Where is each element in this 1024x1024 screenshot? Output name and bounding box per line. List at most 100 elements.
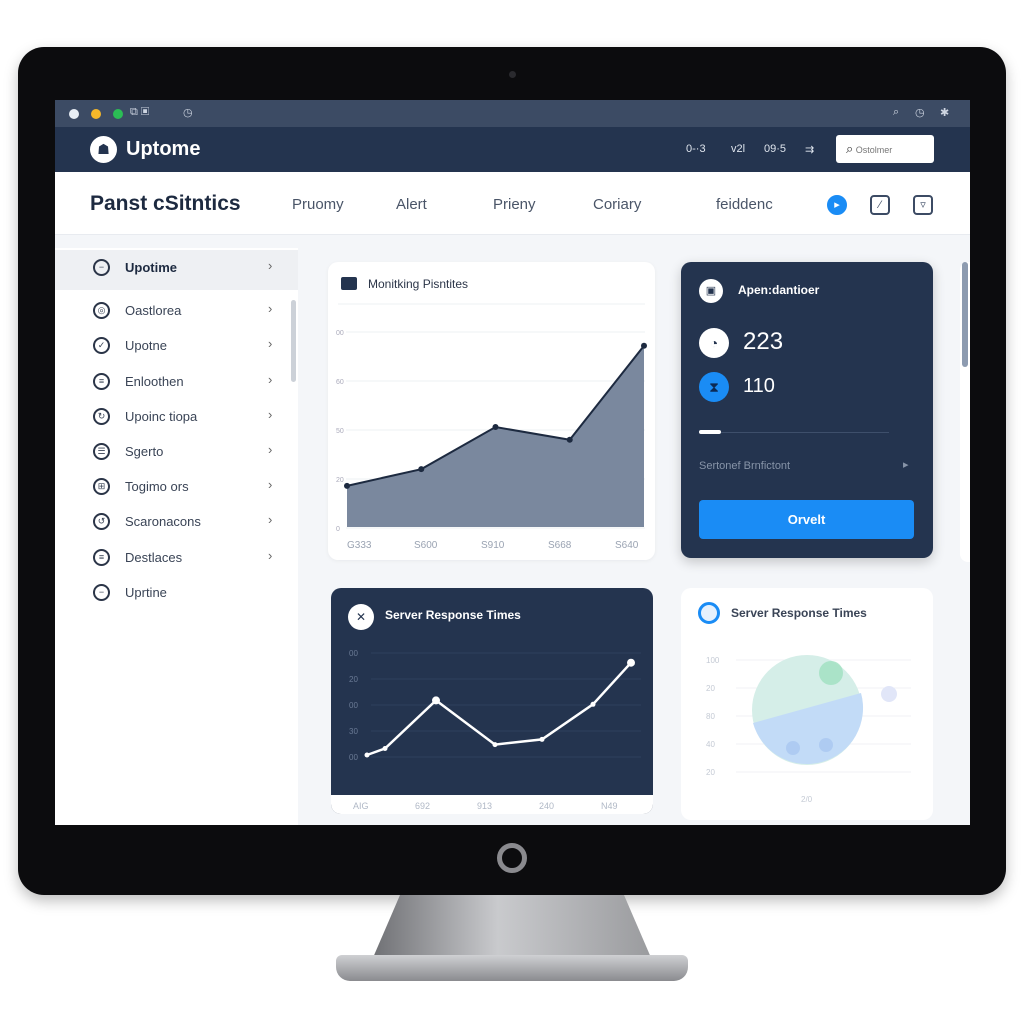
sidebar-item-label: Enloothen [125,373,184,389]
badge-icon: ✓ [93,337,110,355]
nav-bar: Panst cSitntics Pruomy Alert Prieny Cori… [55,172,970,235]
y-tick-label: 20 [336,477,344,484]
maximize-dot[interactable] [113,109,123,119]
y-tick-label: 50 [336,428,344,435]
calendar-icon: − [93,583,110,601]
chevron-right-icon: › [268,442,273,457]
y-tick-label: 30 [349,727,358,736]
page-scrollbar[interactable] [962,262,968,367]
area-fill [347,345,644,527]
refresh-icon: ↺ [93,513,110,531]
app-header: ☗ Uptome 0-·3 v2l 09·5 ⇉ ⌕ Ostolmer [55,127,970,172]
y-tick-label: 0 [336,526,340,533]
tabs-icon[interactable]: ⧉ ▣ [130,106,150,118]
search-placeholder: Ostolmer [855,145,893,155]
history-icon[interactable]: ◷ [183,107,193,119]
tab-alert[interactable]: Alert [396,196,427,213]
sidebar-item-label: Destlaces [125,549,183,565]
database-icon: ≡ [93,548,110,566]
tab-prieny[interactable]: Prieny [493,196,536,213]
chevron-right-icon: › [268,371,273,387]
x-axis-label: 2/0 [801,795,813,804]
data-point [382,746,388,751]
tab-feiddenc[interactable]: feiddenc [716,196,773,213]
response-scatter-card: Server Response Times 100 20 80 40 20 2/0 [681,588,933,820]
data-point [492,742,498,748]
sidebar-item[interactable]: ≡ Destlaces › [55,540,298,575]
stat-value-1: 223 [743,328,784,355]
sidebar-item[interactable]: − Upotime › [55,250,298,290]
bubble-segment [753,693,864,765]
close-dot[interactable] [69,109,79,119]
clock-icon: ↻ [93,407,110,425]
filter-icon[interactable]: ⇉ [805,144,815,156]
card-title: Server Response Times [731,606,867,620]
drop-icon: ◔ [699,328,729,358]
chevron-right-icon: › [268,547,273,563]
details-link[interactable]: Sertonef Brnfictont [699,460,791,472]
hourglass-icon: ⧗ [699,372,729,402]
y-tick-label: 20 [706,768,715,777]
brand-name: Uptome [126,138,201,160]
x-tick-label: 913 [477,801,492,811]
header-stat: v2l [731,143,746,155]
edit-icon[interactable]: ⁄ [870,195,890,215]
sidebar-item[interactable]: ⊞ Togimo ors › [55,469,298,504]
bubble-chart: 100 20 80 40 20 2/0 [706,655,911,804]
minimize-dot[interactable] [91,109,101,119]
power-button[interactable] [497,843,527,873]
search-icon: ⌕ [846,141,854,156]
title-bar: ⧉ ▣ ◷ ⌕ ◷ ✱ [55,100,970,127]
data-point [641,342,647,349]
data-point [364,752,370,758]
data-point [492,424,499,431]
sidebar-item[interactable]: ≡ Enloothen › [55,364,298,399]
chevron-right-icon: › [268,336,273,352]
sidebar-item-label: Togimo ors [125,479,189,495]
sidebar-scrollbar[interactable] [291,300,296,382]
grid-icon: ⊞ [93,478,110,496]
chevron-right-icon: › [268,301,273,317]
robot-icon [698,602,720,624]
document-icon: ≡ [93,372,110,390]
x-tick-label: S910 [481,540,505,551]
chevron-right-icon[interactable]: ▸ [903,459,909,471]
open-button[interactable]: Orvelt [699,500,914,539]
monitoring-chart-card: Monitking Pisntites 00 60 50 20 0 G333 S600 S91… [328,262,655,560]
data-point [539,736,545,742]
page-title: Panst cSitntics [90,192,241,215]
sidebar-item[interactable]: ↻ Upoinc tiopa › [55,399,298,434]
x-tick-label: 692 [415,801,430,811]
chevron-right-icon: › [268,258,273,273]
play-icon[interactable]: ▸ [827,195,847,215]
sidebar-item[interactable]: ◎ Oastlorea › [55,293,298,328]
sidebar-item[interactable]: − Uprtine [55,575,298,610]
sidebar-item[interactable]: ↺ Scaronacons › [55,504,298,539]
data-point [432,696,440,705]
tab-pruomy[interactable]: Pruomy [292,196,344,213]
stats-title: Apen:dantioer [738,283,820,297]
sidebar-item-label: Oastlorea [125,303,182,319]
inbox-icon[interactable]: ▿ [913,195,933,215]
sidebar-item[interactable]: ✓ Upotne › [55,328,298,363]
data-point [418,466,425,473]
tab-coriary[interactable]: Coriary [593,196,642,213]
x-tick-label: AIG [353,801,369,811]
search-small-icon[interactable]: ⌕ [893,106,900,118]
x-tick-label: S600 [414,540,438,551]
sidebar-item-label: Scaronacons [125,514,201,530]
monitor-base [336,955,688,981]
partial-card [960,262,970,562]
sidebar-item[interactable]: ☰ Sgerto › [55,434,298,469]
y-tick-label: 20 [349,675,358,684]
sidebar-item-label: Upoinc tiopa [125,408,198,424]
x-axis-strip [331,795,653,814]
settings-icon[interactable]: ✱ [940,107,950,119]
y-tick-label: 80 [706,712,715,721]
x-tick-label: 240 [539,801,554,811]
clock-icon[interactable]: ◷ [915,107,925,119]
response-line [366,661,632,757]
progress-track [699,432,889,433]
search-input[interactable]: ⌕ Ostolmer [836,135,934,163]
y-tick-label: 60 [336,379,344,386]
